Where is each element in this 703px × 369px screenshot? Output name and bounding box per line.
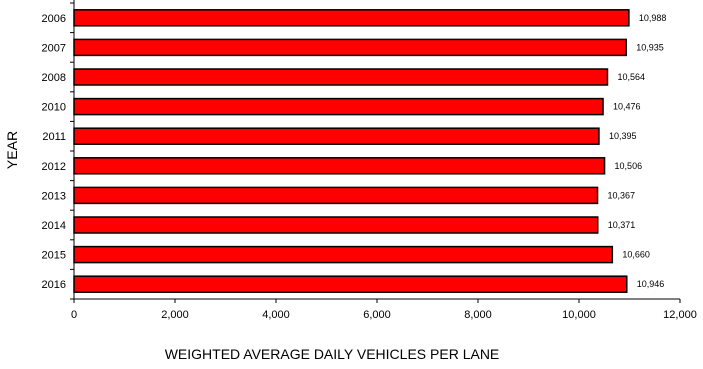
- y-axis-title: YEAR: [4, 131, 20, 169]
- data-label: 10,367: [608, 190, 636, 200]
- data-label: 10,988: [639, 13, 667, 23]
- x-ticks-group: 0 2,000 4,000 6,000 8,000 10,000 12,000: [71, 299, 697, 321]
- x-tick-label: 8,000: [464, 309, 492, 321]
- category-label: 2015: [42, 250, 66, 262]
- bar-2010: [73, 97, 604, 116]
- data-label: 10,935: [636, 42, 664, 52]
- bar-2011: [73, 127, 600, 145]
- data-label: 10,371: [608, 220, 636, 230]
- x-tick-label: 0: [71, 309, 77, 321]
- x-tick-label: 10,000: [562, 309, 596, 321]
- bar-2008: [73, 68, 609, 86]
- x-tick-label: 4,000: [262, 309, 290, 321]
- data-label: 10,946: [637, 279, 665, 289]
- data-label: 10,476: [613, 102, 641, 112]
- data-labels-group: 10,988 10,935 10,564 10,476 10,395 10,506 10,3…: [608, 13, 667, 289]
- bar-2006: [73, 9, 630, 27]
- category-label: 2006: [42, 13, 66, 25]
- category-label: 2007: [42, 42, 66, 54]
- data-label: 10,506: [615, 161, 643, 171]
- bar-2015: [73, 245, 614, 264]
- category-label: 2011: [42, 131, 66, 143]
- data-label: 10,564: [617, 72, 645, 82]
- category-label: 2016: [42, 279, 66, 291]
- bar-2013: [73, 186, 599, 205]
- bars-group: [73, 9, 630, 293]
- bar-2016: [73, 275, 628, 293]
- category-label: 2013: [42, 190, 66, 202]
- x-tick-label: 12,000: [663, 309, 697, 321]
- bar-2007: [73, 38, 627, 57]
- bar-2012: [73, 157, 606, 175]
- category-label: 2012: [42, 161, 66, 173]
- data-label: 10,395: [609, 131, 637, 141]
- category-label: 2014: [42, 220, 66, 232]
- bar-2014: [73, 216, 599, 234]
- x-axis-title: WEIGHTED AVERAGE DAILY VEHICLES PER LANE: [165, 346, 500, 362]
- data-label: 10,660: [622, 250, 650, 260]
- x-tick-label: 2,000: [161, 309, 189, 321]
- category-labels-group: 2006 2007 2008 2010 2011 2012 2013 2014 2015 2016: [42, 13, 66, 291]
- category-label: 2008: [42, 72, 66, 84]
- x-tick-label: 6,000: [363, 309, 391, 321]
- plot-area: 2006 2007 2008 2010 2011 2012 2013 2014 2015 2016…: [42, 0, 697, 321]
- category-label: 2010: [42, 102, 66, 114]
- y-ticks-group: [70, 2, 74, 300]
